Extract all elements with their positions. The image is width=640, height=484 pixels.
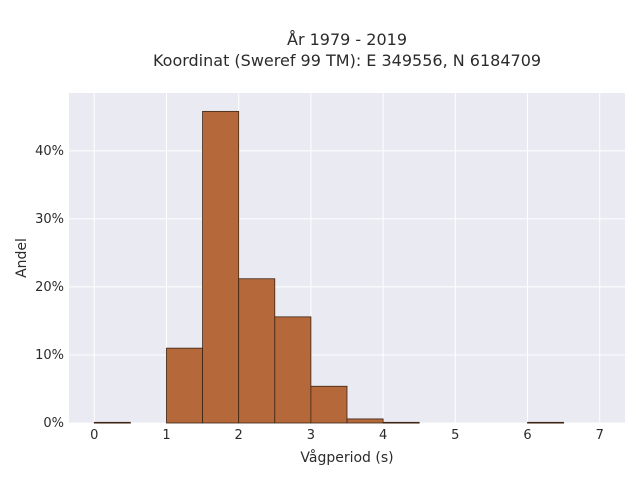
histogram-bar	[238, 278, 276, 424]
x-tick-label: 1	[162, 428, 170, 443]
y-tick-label: 10%	[35, 348, 64, 363]
histogram-bar	[346, 418, 384, 424]
histogram-bar	[274, 316, 312, 424]
y-tick-label: 30%	[35, 212, 64, 227]
histogram-bar	[527, 421, 565, 424]
y-tick-label: 20%	[35, 280, 64, 295]
histogram-bars	[93, 110, 565, 424]
x-tick-label: 6	[523, 428, 531, 443]
y-tick-label: 0%	[43, 416, 64, 431]
histogram-bar	[310, 385, 348, 424]
histogram-bar	[382, 421, 420, 424]
y-axis-ticks: 0% 10% 20% 30% 40%	[35, 144, 64, 431]
chart-title-line1: År 1979 - 2019	[287, 30, 407, 49]
histogram-bar	[93, 421, 131, 424]
x-axis-ticks: 0 1 2 3 4 5 6 7	[90, 428, 604, 443]
y-tick-label: 40%	[35, 144, 64, 159]
x-axis-label: Vågperiod (s)	[300, 449, 393, 466]
x-tick-label: 4	[379, 428, 387, 443]
x-tick-label: 0	[90, 428, 98, 443]
chart-title-line2: Koordinat (Sweref 99 TM): E 349556, N 61…	[153, 51, 541, 70]
histogram-bar	[166, 347, 203, 424]
x-tick-label: 5	[451, 428, 459, 443]
x-tick-label: 2	[235, 428, 243, 443]
y-axis-label: Andel	[14, 238, 30, 278]
x-tick-label: 7	[596, 428, 604, 443]
x-tick-label: 3	[307, 428, 315, 443]
histogram-bar	[202, 110, 240, 424]
plot-area	[69, 93, 625, 423]
